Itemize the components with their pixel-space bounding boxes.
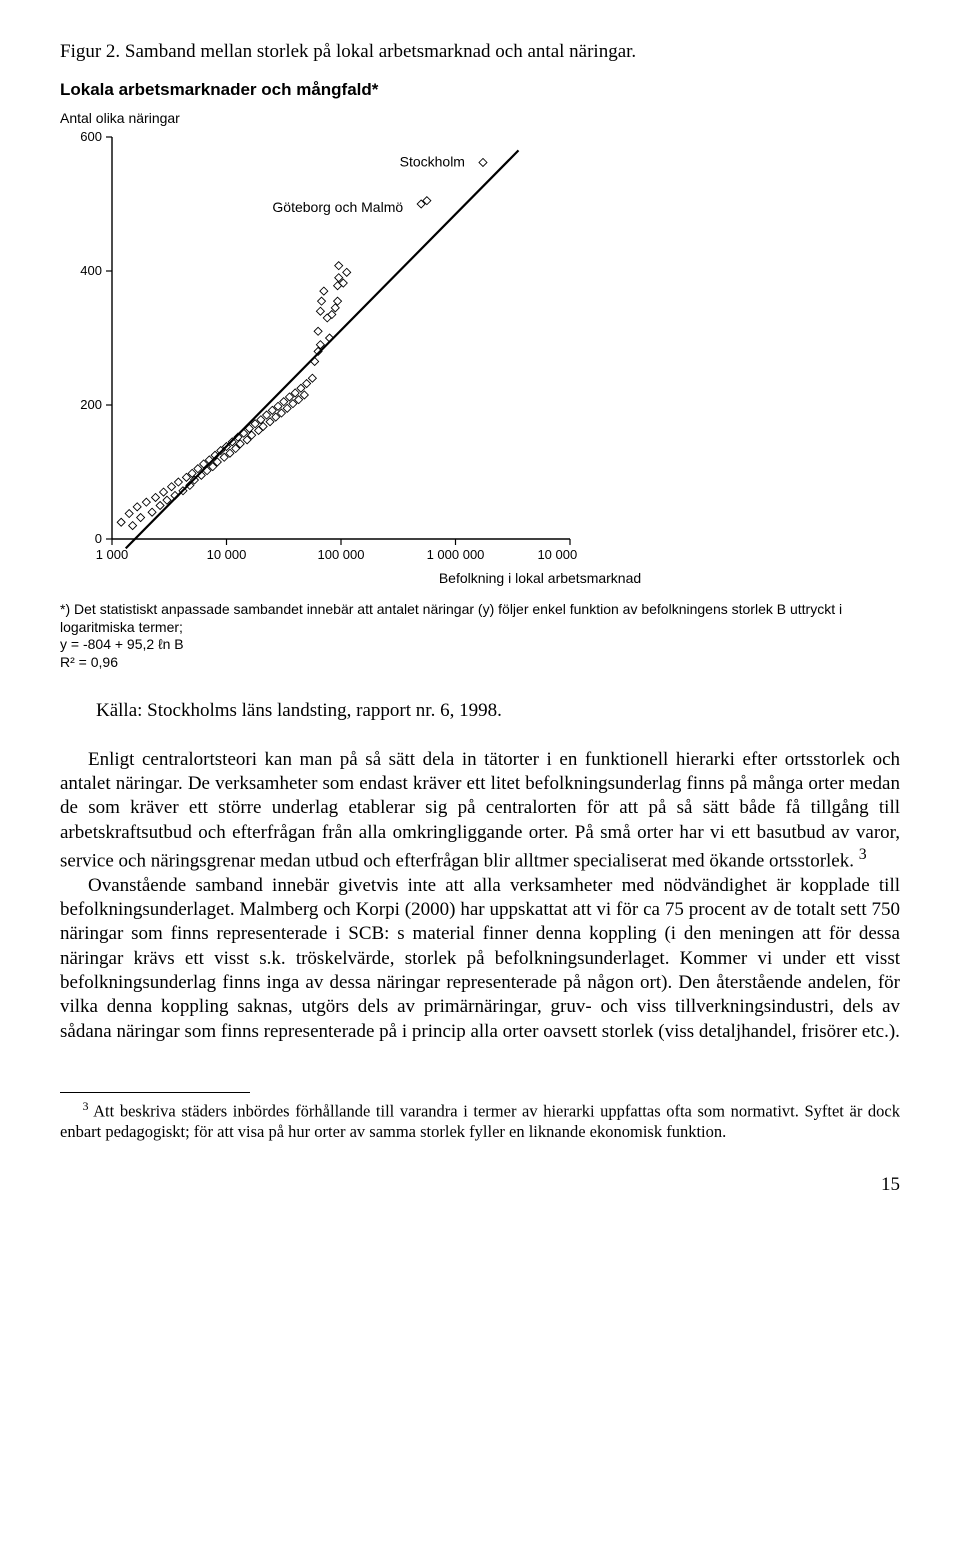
figure-caption: Figur 2. Samband mellan storlek på lokal… — [60, 40, 900, 65]
footnote-ref: 3 — [859, 846, 867, 863]
chart-container: Lokala arbetsmarknader och mångfald* Ant… — [60, 79, 900, 587]
svg-text:1 000 000: 1 000 000 — [427, 547, 485, 562]
source-line: Källa: Stockholms läns landsting, rappor… — [96, 699, 900, 724]
endnote-text: Att beskriva städers inbördes förhålland… — [60, 1101, 900, 1141]
endnote: 3 Att beskriva städers inbördes förhålla… — [60, 1099, 900, 1143]
svg-text:Göteborg och Malmö: Göteborg och Malmö — [272, 199, 403, 215]
svg-text:1 000: 1 000 — [96, 547, 129, 562]
footnote-formula: y = -804 + 95,2 ℓn B — [60, 636, 184, 652]
svg-text:0: 0 — [95, 531, 102, 546]
body-text: Enligt centralortsteori kan man på så sä… — [60, 748, 900, 1044]
svg-text:200: 200 — [80, 397, 102, 412]
svg-text:10 000 000: 10 000 000 — [537, 547, 580, 562]
svg-text:100 000: 100 000 — [318, 547, 365, 562]
endnote-number: 3 — [82, 1099, 88, 1113]
x-axis-title: Befolkning i lokal arbetsmarknad — [180, 569, 900, 587]
footnote-star: *) — [60, 601, 70, 617]
paragraph-2: Ovanstående samband innebär givetvis int… — [60, 874, 900, 1044]
page-number: 15 — [60, 1173, 900, 1198]
svg-text:10 000: 10 000 — [207, 547, 247, 562]
footnote-separator — [60, 1092, 250, 1093]
svg-text:600: 600 — [80, 129, 102, 144]
paragraph-1: Enligt centralortsteori kan man på så sä… — [60, 749, 900, 872]
svg-text:Stockholm: Stockholm — [400, 153, 465, 169]
footnote-text: Det statistiskt anpassade sambandet inne… — [60, 601, 842, 635]
chart-title: Lokala arbetsmarknader och mångfald* — [60, 79, 900, 101]
footnote-r2: R² = 0,96 — [60, 654, 118, 670]
svg-text:400: 400 — [80, 263, 102, 278]
scatter-chart: 0 200 400 600 1 000 10 000 100 000 1 000 000 10 … — [60, 129, 580, 569]
y-axis-title: Antal olika näringar — [60, 109, 900, 127]
chart-footnote: *) Det statistiskt anpassade sambandet i… — [60, 601, 900, 671]
